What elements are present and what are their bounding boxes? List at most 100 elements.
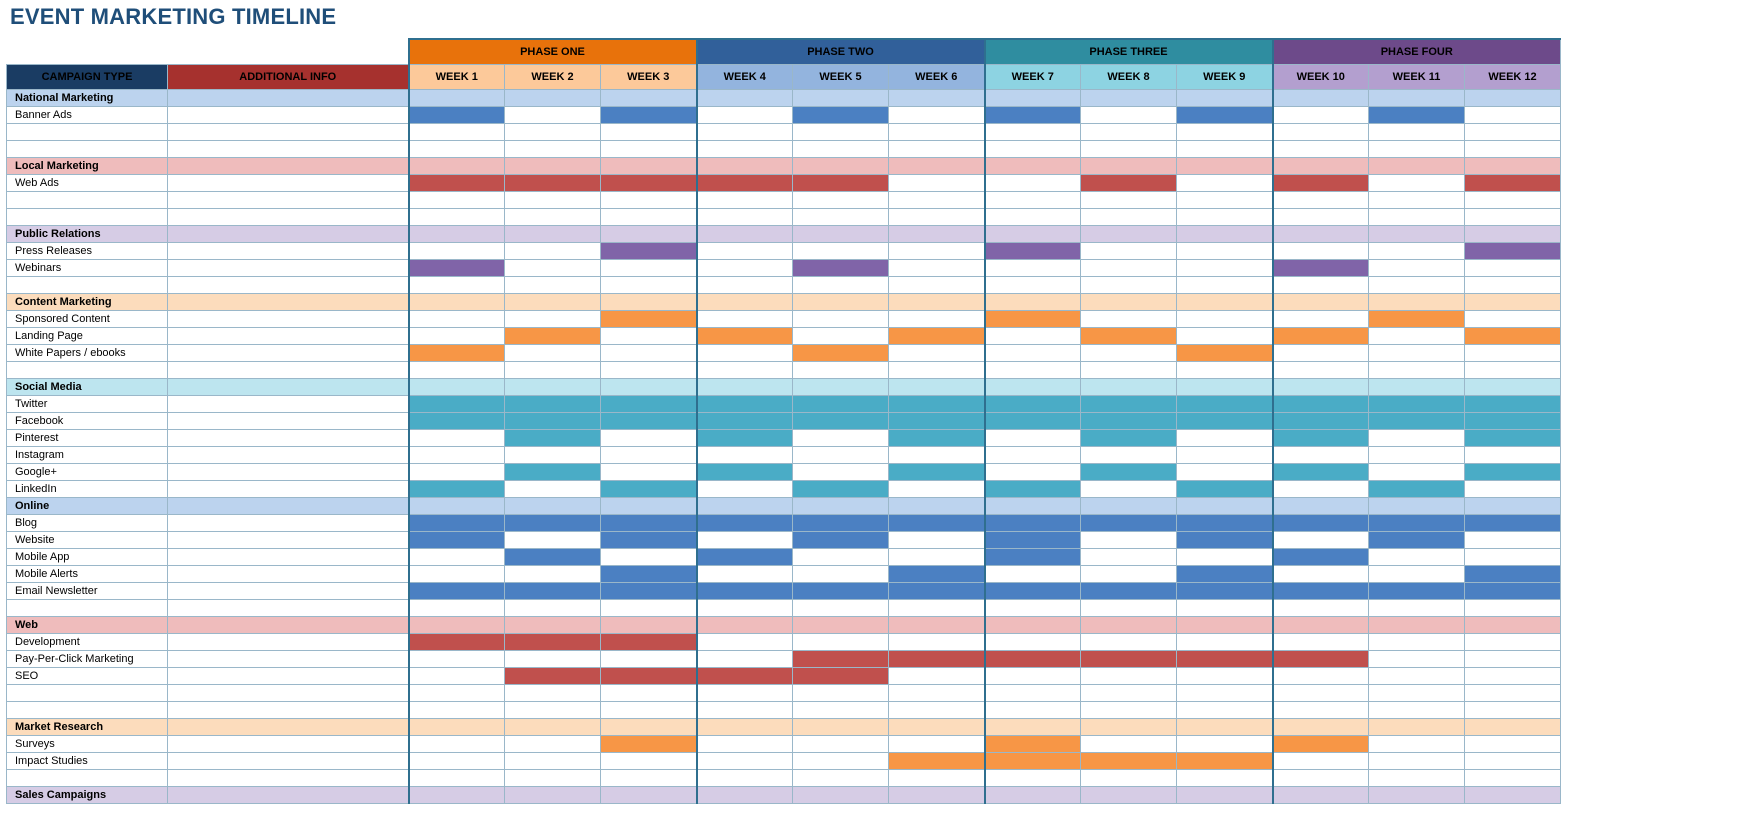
week-cell-10[interactable] [1271, 786, 1369, 804]
week-cell-10[interactable] [1271, 191, 1369, 209]
week-cell-12[interactable] [1464, 429, 1561, 447]
week-cell-4[interactable] [695, 225, 793, 243]
week-cell-12[interactable] [1464, 293, 1561, 311]
week-cell-5[interactable] [792, 259, 889, 277]
week-cell-8[interactable] [1080, 582, 1177, 600]
additional-info-cell[interactable] [167, 276, 409, 294]
week-cell-7[interactable] [983, 514, 1081, 532]
week-cell-4[interactable] [695, 140, 793, 158]
week-cell-5[interactable] [792, 582, 889, 600]
week-cell-8[interactable] [1080, 361, 1177, 379]
week-cell-11[interactable] [1368, 106, 1465, 124]
week-cell-7[interactable] [983, 565, 1081, 583]
additional-info-cell[interactable] [167, 786, 409, 804]
week-cell-8[interactable] [1080, 667, 1177, 685]
week-cell-3[interactable] [600, 718, 697, 736]
week-cell-8[interactable] [1080, 446, 1177, 464]
week-cell-3[interactable] [600, 616, 697, 634]
additional-info-cell[interactable] [167, 395, 409, 413]
campaign-label[interactable]: Twitter [6, 395, 168, 413]
week-cell-11[interactable] [1368, 174, 1465, 192]
week-cell-12[interactable] [1464, 225, 1561, 243]
week-cell-9[interactable] [1176, 361, 1273, 379]
week-cell-5[interactable] [792, 446, 889, 464]
week-cell-1[interactable] [407, 667, 505, 685]
week-cell-4[interactable] [695, 769, 793, 787]
week-cell-9[interactable] [1176, 174, 1273, 192]
week-cell-3[interactable] [600, 412, 697, 430]
week-cell-1[interactable] [407, 157, 505, 175]
week-cell-11[interactable] [1368, 752, 1465, 770]
section-label[interactable]: Content Marketing [6, 293, 168, 311]
week-cell-11[interactable] [1368, 310, 1465, 328]
week-cell-6[interactable] [888, 650, 985, 668]
campaign-label[interactable] [6, 208, 168, 226]
section-label[interactable]: Web [6, 616, 168, 634]
additional-info-cell[interactable] [167, 310, 409, 328]
additional-info-cell[interactable] [167, 599, 409, 617]
week-cell-3[interactable] [600, 786, 697, 804]
week-cell-12[interactable] [1464, 514, 1561, 532]
week-cell-5[interactable] [792, 667, 889, 685]
week-cell-9[interactable] [1176, 480, 1273, 498]
week-cell-12[interactable] [1464, 463, 1561, 481]
week-cell-12[interactable] [1464, 497, 1561, 515]
week-cell-3[interactable] [600, 378, 697, 396]
week-cell-2[interactable] [504, 191, 601, 209]
week-cell-2[interactable] [504, 769, 601, 787]
week-cell-11[interactable] [1368, 565, 1465, 583]
week-cell-12[interactable] [1464, 599, 1561, 617]
week-cell-7[interactable] [983, 208, 1081, 226]
week-cell-2[interactable] [504, 293, 601, 311]
week-cell-5[interactable] [792, 242, 889, 260]
week-cell-10[interactable] [1271, 123, 1369, 141]
campaign-label[interactable] [6, 769, 168, 787]
week-cell-1[interactable] [407, 752, 505, 770]
additional-info-cell[interactable] [167, 208, 409, 226]
week-cell-3[interactable] [600, 769, 697, 787]
week-cell-3[interactable] [600, 123, 697, 141]
week-cell-10[interactable] [1271, 582, 1369, 600]
week-cell-3[interactable] [600, 752, 697, 770]
week-cell-2[interactable] [504, 463, 601, 481]
week-cell-12[interactable] [1464, 327, 1561, 345]
week-cell-12[interactable] [1464, 565, 1561, 583]
week-cell-10[interactable] [1271, 718, 1369, 736]
week-cell-4[interactable] [695, 106, 793, 124]
week-cell-4[interactable] [695, 667, 793, 685]
additional-info-cell[interactable] [167, 446, 409, 464]
campaign-label[interactable]: Email Newsletter [6, 582, 168, 600]
week-cell-10[interactable] [1271, 548, 1369, 566]
week-cell-8[interactable] [1080, 259, 1177, 277]
week-cell-7[interactable] [983, 225, 1081, 243]
week-cell-5[interactable] [792, 361, 889, 379]
week-cell-3[interactable] [600, 684, 697, 702]
additional-info-cell[interactable] [167, 463, 409, 481]
week-cell-3[interactable] [600, 701, 697, 719]
week-cell-4[interactable] [695, 395, 793, 413]
additional-info-cell[interactable] [167, 565, 409, 583]
week-cell-9[interactable] [1176, 633, 1273, 651]
week-cell-5[interactable] [792, 208, 889, 226]
week-cell-6[interactable] [888, 395, 985, 413]
section-label[interactable]: Local Marketing [6, 157, 168, 175]
week-cell-8[interactable] [1080, 752, 1177, 770]
week-cell-11[interactable] [1368, 208, 1465, 226]
week-cell-5[interactable] [792, 531, 889, 549]
week-cell-6[interactable] [888, 684, 985, 702]
week-cell-5[interactable] [792, 310, 889, 328]
week-cell-9[interactable] [1176, 497, 1273, 515]
week-cell-8[interactable] [1080, 208, 1177, 226]
week-cell-4[interactable] [695, 752, 793, 770]
week-cell-6[interactable] [888, 259, 985, 277]
week-cell-9[interactable] [1176, 514, 1273, 532]
campaign-label[interactable]: Landing Page [6, 327, 168, 345]
week-cell-1[interactable] [407, 89, 505, 107]
week-cell-10[interactable] [1271, 276, 1369, 294]
week-cell-12[interactable] [1464, 786, 1561, 804]
week-cell-11[interactable] [1368, 463, 1465, 481]
week-cell-3[interactable] [600, 310, 697, 328]
week-cell-3[interactable] [600, 157, 697, 175]
week-cell-10[interactable] [1271, 650, 1369, 668]
week-cell-5[interactable] [792, 752, 889, 770]
